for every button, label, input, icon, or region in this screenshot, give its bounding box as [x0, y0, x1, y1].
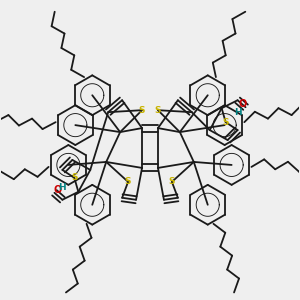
- Text: O: O: [53, 185, 62, 195]
- Text: O: O: [238, 99, 247, 109]
- Text: S: S: [222, 118, 229, 127]
- Text: S: S: [125, 177, 131, 186]
- Text: S: S: [169, 177, 175, 186]
- Text: S: S: [139, 106, 145, 115]
- Text: H: H: [58, 183, 66, 192]
- Text: S: S: [155, 106, 161, 115]
- Text: H: H: [234, 108, 242, 117]
- Text: S: S: [71, 173, 78, 182]
